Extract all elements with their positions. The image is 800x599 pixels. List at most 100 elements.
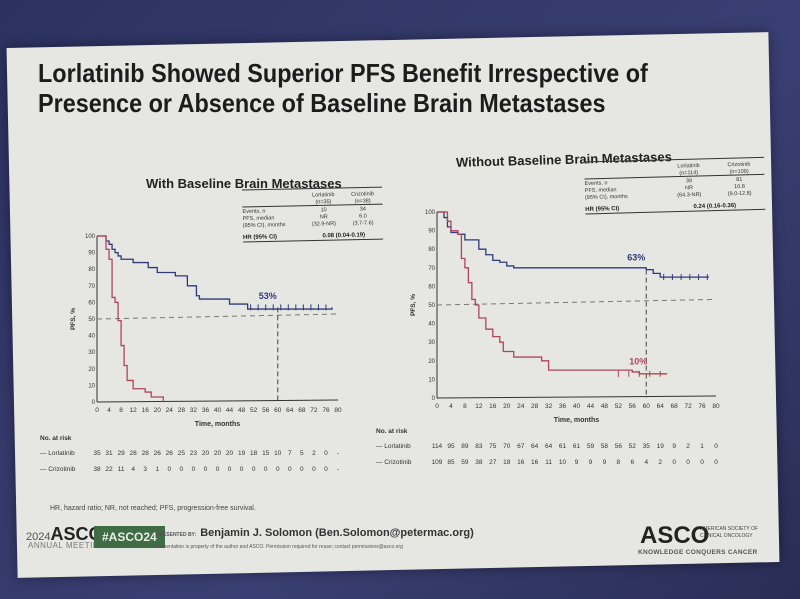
risk-count-lorlatinib: 1 (700, 443, 704, 450)
col-n-crizotinib: (n=109) (729, 169, 748, 176)
risk-count-lorlatinib: 20 (214, 450, 222, 457)
risk-count-crizotinib: 59 (461, 459, 469, 466)
row-label: (95% CI), months (243, 222, 286, 229)
risk-count-crizotinib: 0 (264, 466, 268, 473)
hr-value: 0.24 (0.16-0.36) (693, 203, 736, 210)
risk-count-lorlatinib: 64 (545, 443, 553, 450)
risk-count-crizotinib: 109 (432, 459, 443, 466)
cell-lorlatinib: 39 (686, 178, 692, 184)
x-tick-label: 32 (190, 407, 198, 414)
y-tick-label: 70 (88, 284, 95, 290)
risk-count-crizotinib: 1 (155, 466, 159, 473)
risk-count-crizotinib: 0 (686, 459, 690, 466)
km-curve-lorlatinib (97, 235, 333, 310)
x-tick-label: 16 (142, 407, 150, 414)
risk-count-crizotinib: 0 (276, 466, 280, 473)
x-tick-label: 32 (545, 403, 553, 410)
risk-count-lorlatinib: 52 (629, 443, 637, 450)
x-tick-label: 76 (322, 407, 330, 414)
risk-count-crizotinib: 22 (105, 466, 113, 473)
risk-label-crizotinib: — Crizotinib (40, 466, 76, 473)
risk-count-lorlatinib: 0 (714, 443, 718, 450)
risk-count-crizotinib: 38 (475, 459, 483, 466)
row-label: PFS, median (585, 187, 617, 194)
risk-count-crizotinib: 3 (143, 466, 147, 473)
x-tick-label: 28 (178, 407, 186, 414)
x-tick-label: 8 (463, 403, 467, 410)
risk-header: No. at risk (376, 428, 408, 435)
title-line-1: Lorlatinib Showed Superior PFS Benefit I… (38, 58, 648, 88)
row-label: (95% CI), months (585, 194, 628, 201)
risk-count-crizotinib: 0 (192, 466, 196, 473)
meeting-year: 2024 (26, 531, 51, 543)
risk-count-crizotinib: 2 (658, 459, 662, 466)
x-tick-label: 4 (107, 407, 111, 414)
y-tick-label: 20 (428, 359, 435, 365)
x-tick-label: 48 (601, 403, 609, 410)
x-tick-label: 72 (684, 403, 692, 410)
y-tick-label: 0 (432, 396, 436, 402)
x-tick-label: 68 (671, 403, 679, 410)
row-label: Events, n (242, 209, 265, 215)
risk-count-crizotinib: 16 (531, 459, 539, 466)
risk-count-crizotinib: 16 (517, 459, 525, 466)
landmark-annotation-lorlatinib: 53% (259, 291, 277, 301)
x-tick-label: 0 (95, 407, 99, 414)
col-header-crizotinib: Crizotinib (727, 162, 750, 169)
hr-label: HR (95% CI) (585, 206, 619, 213)
risk-count-lorlatinib: 28 (142, 450, 150, 457)
col-header-crizotinib: Crizotinib (351, 191, 374, 197)
risk-count-crizotinib: 0 (180, 466, 184, 473)
slide-title: Lorlatinib Showed Superior PFS Benefit I… (38, 58, 648, 118)
x-tick-label: 12 (475, 403, 483, 410)
x-tick-label: 60 (274, 407, 282, 414)
risk-label-lorlatinib: — Lorlatinib (376, 443, 411, 450)
km-curve-crizotinib (437, 211, 668, 375)
risk-count-lorlatinib: - (337, 450, 339, 457)
x-axis-title: Time, months (554, 417, 599, 424)
risk-count-lorlatinib: 19 (657, 443, 665, 450)
x-tick-label: 52 (250, 407, 258, 414)
risk-count-crizotinib: 85 (447, 459, 455, 466)
asco-org-name: AMERICAN SOCIETY OF CLINICAL ONCOLOGY (700, 526, 758, 539)
right-km-chart: 0 4 8 12 16 20 24 28 32 36 40 44 48 52 56 60 64 68 72 76 800… (376, 156, 766, 466)
risk-count-crizotinib: 0 (324, 466, 328, 473)
col-n-lorlatinib: (n=35) (315, 199, 331, 205)
x-tick-label: 8 (119, 407, 123, 414)
table-rule (583, 156, 764, 163)
x-tick-label: 80 (334, 407, 342, 414)
y-tick-label: 10 (88, 383, 95, 389)
risk-count-lorlatinib: 35 (93, 450, 101, 457)
title-line-2: Presence or Absence of Baseline Brain Me… (38, 88, 606, 118)
risk-count-lorlatinib: 83 (475, 443, 483, 450)
risk-count-lorlatinib: 59 (587, 443, 595, 450)
risk-count-lorlatinib: 56 (615, 443, 623, 450)
x-tick-label: 24 (517, 403, 525, 410)
risk-count-crizotinib: 0 (167, 466, 171, 473)
risk-count-crizotinib: 6 (630, 459, 634, 466)
table-rule (584, 173, 765, 180)
x-tick-label: 56 (629, 403, 637, 410)
cell-crizotinib: 10.8 (734, 184, 745, 190)
y-tick-label: 40 (428, 322, 435, 328)
x-tick-label: 0 (435, 403, 439, 410)
landmark-annotation-crizotinib: 10% (629, 357, 647, 367)
x-tick-label: 20 (503, 403, 511, 410)
risk-count-crizotinib: 0 (204, 466, 208, 473)
x-tick-label: 56 (262, 407, 270, 414)
x-tick-label: 48 (238, 407, 246, 414)
y-tick-label: 80 (88, 267, 95, 273)
y-tick-label: 90 (428, 229, 435, 235)
risk-count-crizotinib: 0 (288, 466, 292, 473)
risk-count-lorlatinib: 26 (154, 450, 162, 457)
landmark-annotation-lorlatinib: 63% (627, 252, 645, 262)
median-reference-line (96, 313, 339, 320)
col-n-crizotinib: (n=38) (355, 198, 371, 204)
risk-count-lorlatinib: 20 (202, 450, 210, 457)
x-tick-label: 4 (449, 403, 453, 410)
hr-label: HR (95% CI) (243, 234, 277, 241)
cell-crizotinib: 81 (736, 177, 742, 183)
risk-count-lorlatinib: 89 (461, 443, 469, 450)
risk-count-crizotinib: 9 (603, 459, 607, 466)
risk-count-lorlatinib: 29 (117, 450, 125, 457)
